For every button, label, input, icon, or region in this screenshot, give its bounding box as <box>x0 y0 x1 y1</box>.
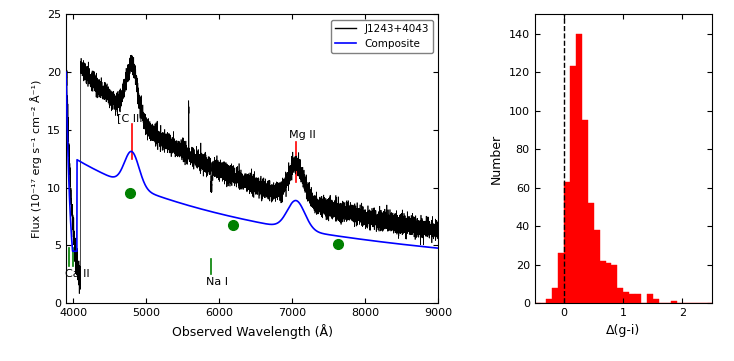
Text: [C III]: [C III] <box>117 113 147 123</box>
Bar <box>564 182 570 303</box>
Text: Ca II: Ca II <box>65 269 90 279</box>
Bar <box>629 293 635 303</box>
Bar <box>553 288 559 303</box>
Bar <box>647 293 653 303</box>
Bar <box>671 301 677 303</box>
Bar <box>570 66 576 303</box>
Bar <box>559 253 564 303</box>
Bar <box>653 299 659 303</box>
Bar <box>617 288 623 303</box>
Bar <box>547 299 553 303</box>
Bar <box>600 261 606 303</box>
Bar <box>623 292 629 303</box>
Bar <box>611 265 617 303</box>
Bar <box>606 263 611 303</box>
Y-axis label: Flux (10⁻¹⁷ erg s⁻¹ cm⁻² Å⁻¹): Flux (10⁻¹⁷ erg s⁻¹ cm⁻² Å⁻¹) <box>29 80 42 238</box>
Bar <box>576 34 582 303</box>
Bar <box>588 203 594 303</box>
Bar <box>635 293 641 303</box>
X-axis label: Observed Wavelength (Å): Observed Wavelength (Å) <box>172 324 333 339</box>
Text: Na I: Na I <box>206 277 228 287</box>
Y-axis label: Number: Number <box>490 134 503 184</box>
Legend: J1243+4043, Composite: J1243+4043, Composite <box>331 19 433 53</box>
Text: Mg II: Mg II <box>288 130 316 140</box>
Bar <box>582 120 588 303</box>
Bar <box>594 230 600 303</box>
X-axis label: Δ(g-i): Δ(g-i) <box>606 324 641 337</box>
